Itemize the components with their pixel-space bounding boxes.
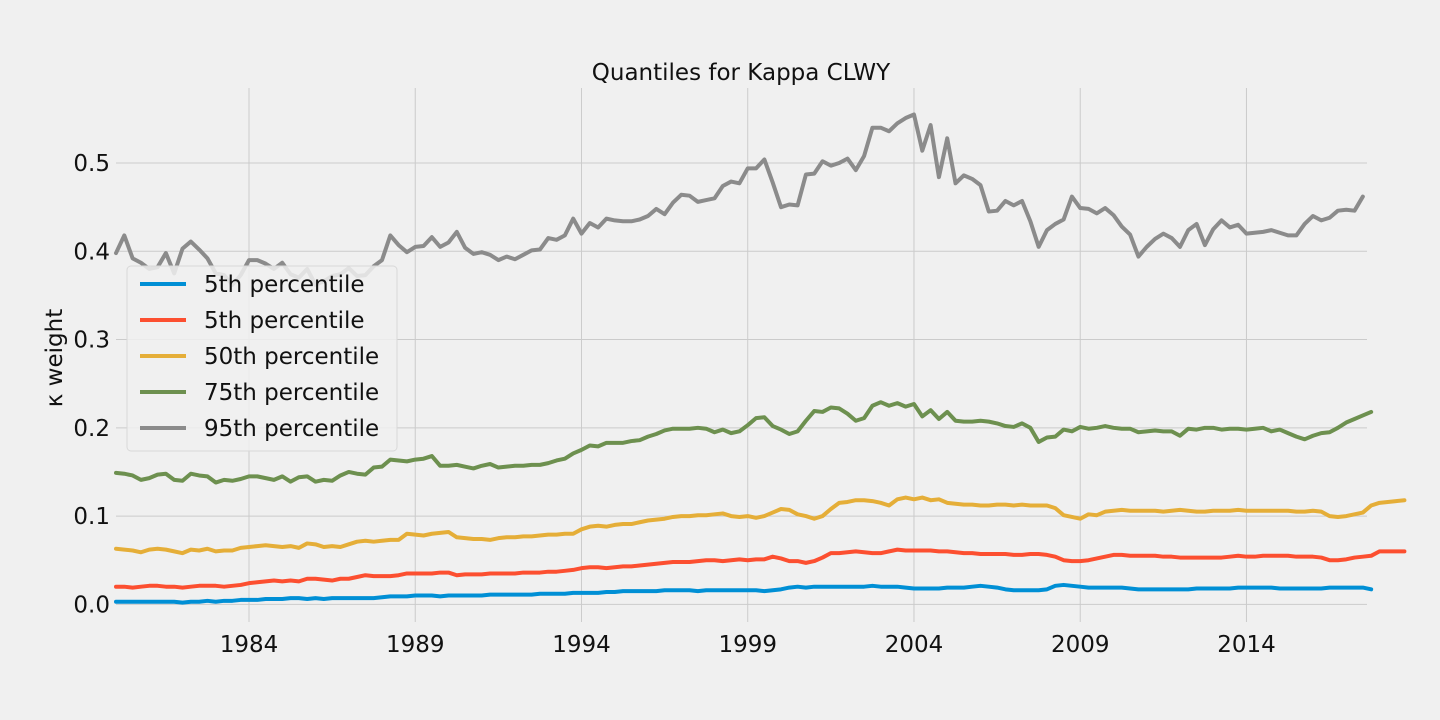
- legend-box: [126, 265, 398, 452]
- x-tick-label: 2009: [1051, 632, 1110, 658]
- x-tick-label: 2004: [885, 632, 944, 658]
- x-tick-label: 1984: [220, 632, 279, 658]
- x-tick-labels: 1984 1989 1994 1999 2004 2009 2014: [220, 632, 1276, 658]
- legend-label: 75th percentile: [204, 380, 379, 406]
- series-line-3: [114, 400, 1374, 485]
- series-lines: [114, 112, 1407, 605]
- series-line-0: [114, 582, 1374, 605]
- series-line-2: [114, 495, 1407, 556]
- legend-label: 50th percentile: [204, 344, 379, 370]
- y-tick-label: 0.0: [73, 592, 110, 618]
- x-tick-label: 1989: [386, 632, 445, 658]
- y-tick-label: 0.4: [73, 239, 110, 265]
- y-tick-label: 0.3: [73, 328, 110, 354]
- legend: 5th percentile 5th percentile 50th percent…: [126, 265, 398, 452]
- chart-title: Quantiles for Kappa CLWY: [592, 60, 891, 86]
- legend-label: 5th percentile: [204, 308, 365, 334]
- y-tick-label: 0.5: [73, 151, 110, 177]
- y-tick-label: 0.1: [73, 504, 110, 530]
- y-axis-label: κ weight: [42, 309, 68, 407]
- y-tick-labels: 0.0 0.1 0.2 0.3 0.4 0.5: [73, 151, 110, 618]
- x-tick-label: 2014: [1217, 632, 1276, 658]
- legend-label: 5th percentile: [204, 272, 365, 298]
- series-line-4: [114, 112, 1365, 287]
- legend-label: 95th percentile: [204, 416, 379, 442]
- x-tick-label: 1994: [552, 632, 611, 658]
- series-line-1: [114, 547, 1407, 590]
- x-tick-label: 1999: [718, 632, 777, 658]
- y-tick-label: 0.2: [73, 416, 110, 442]
